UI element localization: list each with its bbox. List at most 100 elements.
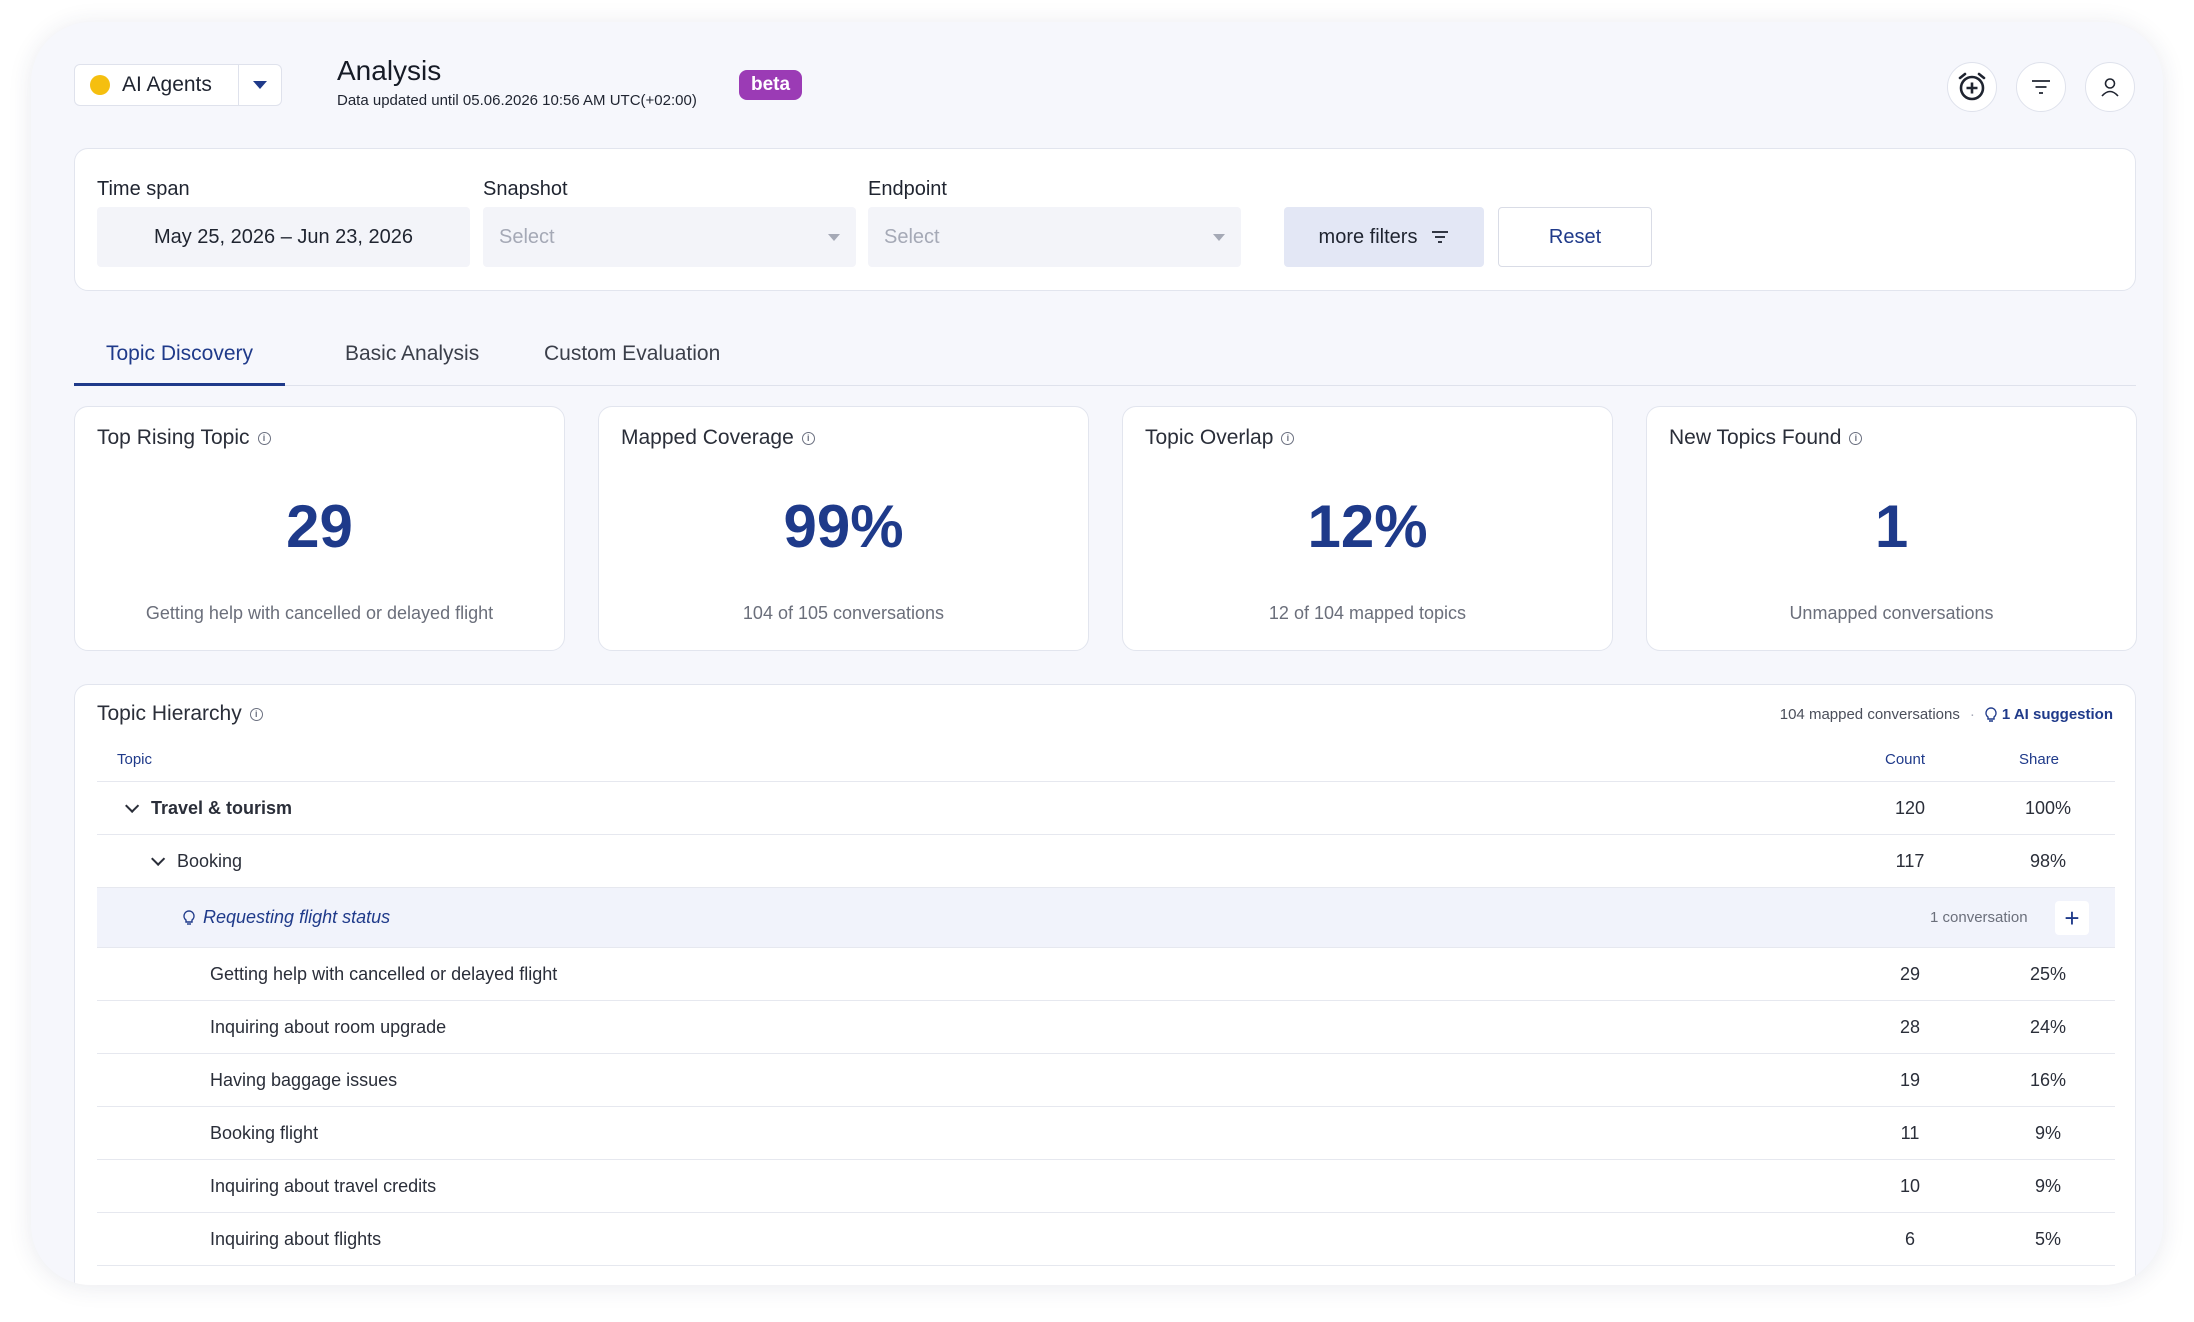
agent-selector-main[interactable]: AI Agents [75,65,239,105]
topic-name: Inquiring about flights [210,1228,382,1249]
chevron-down-icon [828,233,840,241]
alarm-add-button[interactable] [1947,62,1997,112]
topic-name: Inquiring about travel credits [210,1175,437,1196]
table-row-suggestion[interactable]: Requesting flight status 1 conversation … [97,887,2115,947]
column-header-topic[interactable]: Topic [117,751,153,768]
filter-icon [2032,80,2050,94]
stat-card-title-text: Top Rising Topic [97,426,250,449]
topic-name: Inquiring about room upgrade [210,1016,447,1037]
chevron-down-icon[interactable] [125,798,140,813]
topic-hierarchy-panel: Topic Hierarchy i 104 mapped conversation… [74,684,2136,1285]
stat-card-new-topics-found: New Topics Found i 1 Unmapped conversatio… [1646,406,2137,651]
table-row-group[interactable]: Booking 117 98% [97,834,2115,887]
user-button[interactable] [2085,62,2135,112]
stat-card-title-text: Topic Overlap [1145,426,1274,449]
topic-name-text: Travel & tourism [151,797,293,818]
table-row-root[interactable]: Travel & tourism 120 100% [97,781,2115,834]
stat-card-caption: Getting help with cancelled or delayed f… [145,603,494,623]
tab-basic-analysis[interactable]: Basic Analysis [345,342,480,365]
stat-card-title-text: Mapped Coverage [621,426,794,449]
stat-card-top-rising-topic: Top Rising Topic i 29 Getting help with c… [74,406,565,651]
data-updated-text: Data updated until 05.06.2026 10:56 AM U… [337,92,697,109]
reset-button[interactable]: Reset [1498,207,1652,267]
suggested-topic-text: Requesting flight status [203,907,391,927]
add-topic-button[interactable]: + [2055,901,2089,935]
ai-suggestion-text: 1 AI suggestion [2001,706,2113,723]
topic-count: 29 [1899,963,1921,984]
tab-custom-evaluation[interactable]: Custom Evaluation [544,342,721,365]
topic-hierarchy-title: Topic Hierarchy i [97,702,263,726]
snapshot-placeholder: Select [499,225,555,248]
topic-name-text: Booking [177,850,243,871]
time-span-picker[interactable]: May 25, 2026 – Jun 23, 2026 [97,207,470,267]
lightbulb-icon [1985,707,1997,722]
topic-count: 6 [1904,1228,1915,1249]
filter-panel: Time span May 25, 2026 – Jun 23, 2026 Sn… [74,148,2136,291]
topic-name: Booking [97,851,242,872]
topic-count: 11 [1900,1122,1920,1143]
topic-share: 100% [2024,797,2072,818]
chevron-down-icon[interactable] [151,851,166,866]
topic-share: 24% [2029,1016,2067,1037]
table-row[interactable]: Inquiring about travel credits 10 9% [97,1159,2115,1212]
info-icon[interactable]: i [257,431,271,445]
snapshot-label: Snapshot [483,178,568,200]
stat-card-caption: 12 of 104 mapped topics [1268,603,1467,623]
info-icon[interactable]: i [1849,431,1863,445]
topic-share: 9% [2034,1175,2061,1196]
stat-card-title: Top Rising Topic i [97,426,271,450]
table-row[interactable]: Inquiring about flights 6 5% [97,1212,2115,1265]
page-title: Analysis [337,55,442,86]
stat-card-caption: 104 of 105 conversations [742,603,945,623]
agent-status-dot [90,75,110,95]
topic-count: 120 [1895,797,1926,818]
snapshot-select[interactable]: Select [483,207,856,267]
topic-share: 98% [2029,850,2067,871]
filter-button[interactable] [2016,62,2066,112]
stat-card-value: 29 [286,493,353,560]
topic-name: Travel & tourism [97,798,292,819]
topic-name: Booking flight [210,1122,319,1143]
chevron-down-icon [1213,233,1225,241]
app-window: AI Agents Analysis Data updated until 05… [31,22,2163,1285]
ai-suggestion-link[interactable]: 1 AI suggestion [1985,706,2113,723]
agent-selector[interactable]: AI Agents [74,64,282,106]
topic-name: Having baggage issues [210,1069,398,1090]
tab-bar: Topic Discovery Basic Analysis Custom Ev… [74,336,2136,386]
topic-share: 16% [2029,1069,2067,1090]
endpoint-select[interactable]: Select [868,207,1241,267]
table-row[interactable]: Getting help with cancelled or delayed f… [97,947,2115,1000]
topic-share: 9% [2034,1122,2061,1143]
user-icon [2101,78,2119,97]
topic-share: 5% [2034,1228,2061,1249]
info-icon[interactable]: i [1281,431,1295,445]
beta-badge: beta [739,70,803,100]
time-span-label: Time span [97,178,190,200]
topic-count: 10 [1899,1175,1921,1196]
table-row[interactable]: Booking flight 11 9% [97,1106,2115,1159]
info-icon[interactable]: i [801,431,815,445]
stat-card-title: Mapped Coverage i [621,426,815,450]
stat-card-title: New Topics Found i [1669,426,1863,450]
agent-selector-label: AI Agents [122,73,212,96]
column-header-share[interactable]: Share [2019,751,2060,768]
stat-card-title: Topic Overlap i [1145,426,1295,450]
more-filters-label: more filters [1318,225,1418,248]
more-filters-button[interactable]: more filters [1284,207,1484,267]
table-row[interactable]: Inquiring about room upgrade 28 24% [97,1000,2115,1053]
info-icon[interactable]: i [249,707,263,721]
stat-card-value: 99% [783,493,904,560]
chevron-down-icon[interactable] [239,65,281,105]
column-header-count[interactable]: Count [1885,751,1926,768]
tab-topic-discovery[interactable]: Topic Discovery [74,336,285,386]
stat-card-caption: Unmapped conversations [1789,603,1994,623]
mapped-conversations-count: 104 mapped conversations [1779,706,1960,723]
table-row[interactable]: Having baggage issues 19 16% [97,1053,2115,1106]
filter-icon [1432,231,1449,243]
topic-count: 28 [1899,1016,1921,1037]
topic-hierarchy-meta: 104 mapped conversations · 1 AI suggesti… [1780,706,2113,723]
topic-name: Getting help with cancelled or delayed f… [210,963,558,984]
stat-card-value: 1 [1874,493,1909,560]
suggested-topic-name: Requesting flight status [97,907,390,928]
lightbulb-icon [183,910,195,925]
